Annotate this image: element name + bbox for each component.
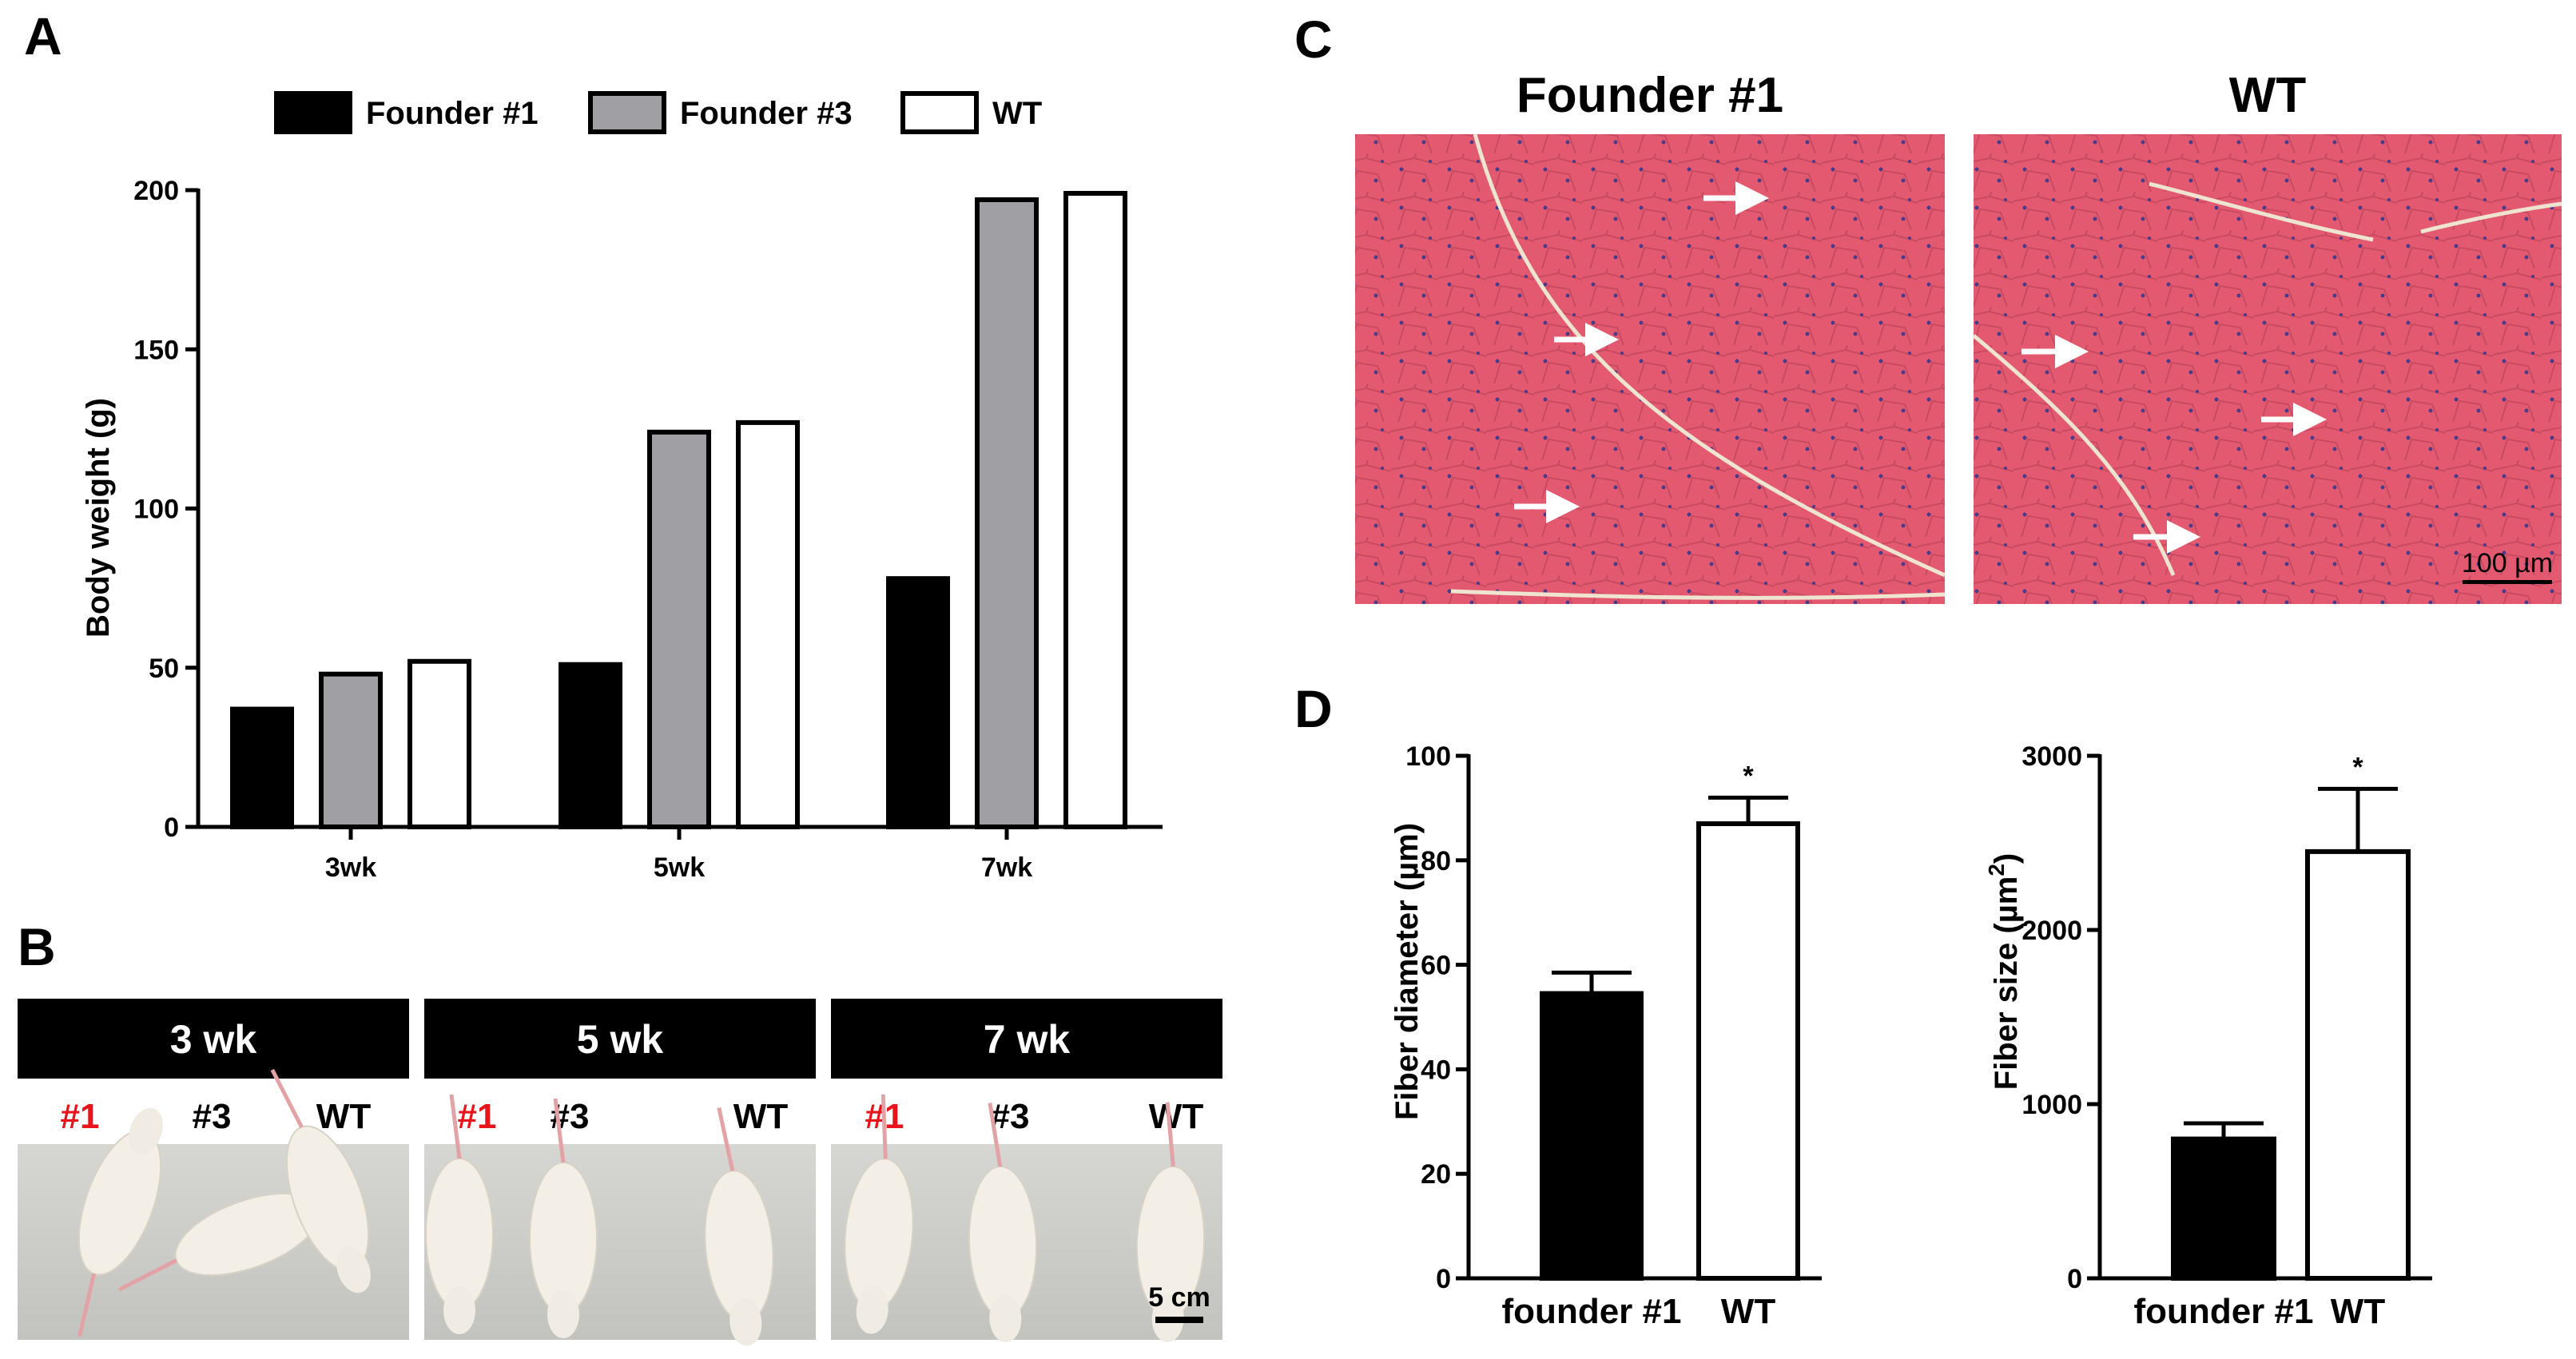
y-tick-label: 150 — [133, 335, 179, 365]
significance-marker: * — [1743, 761, 1754, 791]
y-tick-label: 60 — [1421, 951, 1451, 981]
chart-legend: Founder #1 Founder #3 WT — [274, 91, 1042, 134]
animal-label: WT — [316, 1097, 372, 1136]
connective-tissue-line — [2149, 181, 2374, 242]
histology-title: WT — [2229, 68, 2307, 123]
rat-head — [129, 1107, 163, 1154]
x-tick-label: 3wk — [325, 852, 376, 883]
y-axis-title: Body weight (g) — [81, 398, 116, 638]
chart-bars — [230, 190, 1127, 830]
scale-bar — [2463, 580, 2552, 584]
y-tick-label: 200 — [133, 176, 179, 206]
x-tick-label: founder #1 — [1502, 1292, 1682, 1331]
bar-wt-3wk — [407, 658, 471, 830]
rat-head — [336, 1246, 371, 1293]
bar-wt — [1696, 821, 1800, 1281]
bar-founder-3-5wk — [647, 429, 711, 829]
age-header-label: 7 wk — [984, 1017, 1071, 1062]
x-tick-label: 7wk — [981, 852, 1032, 883]
rat-tail — [270, 1068, 304, 1128]
legend-swatch — [274, 91, 352, 134]
connective-tissue-line — [2420, 201, 2562, 234]
rat-tail — [988, 1103, 1003, 1167]
panel-letter-b: B — [18, 917, 56, 976]
panel-letter-a: A — [24, 6, 62, 66]
rat-head — [443, 1286, 475, 1334]
y-axis-title: Fiber diameter (µm) — [1389, 823, 1425, 1120]
y-tick-label: 0 — [164, 813, 179, 843]
animal-label: #3 — [193, 1097, 232, 1136]
y-tick-label: 80 — [1421, 846, 1451, 876]
histology-panel: Founder #1 WT 100 µm — [1355, 68, 2562, 604]
x-tick-label: 5wk — [654, 852, 705, 883]
founder-1-label: #1 — [458, 1097, 497, 1136]
rat-tail — [717, 1107, 735, 1171]
x-tick-label: founder #1 — [2134, 1292, 2314, 1331]
connective-tissue-line — [1473, 133, 1946, 578]
y-tick-label: 20 — [1421, 1159, 1451, 1190]
animal-label: WT — [733, 1097, 789, 1136]
connective-tissue-line — [1450, 589, 1946, 600]
animal-label: WT — [1149, 1097, 1204, 1136]
bar-wt-5wk — [736, 419, 800, 830]
scale-bar-label: 100 µm — [2462, 548, 2553, 578]
fiber-diameter-chart: Fiber diameter (µm) 0 20 40 60 80 100 founder … — [1389, 741, 1822, 1331]
bar-founder-3-7wk — [975, 197, 1039, 829]
rat-tail — [881, 1094, 888, 1159]
age-header — [831, 999, 1222, 1079]
y-tick-label: 50 — [149, 654, 179, 684]
y-tick-label: 3000 — [2021, 741, 2082, 772]
scale-bar-label: 5 cm — [1148, 1282, 1210, 1313]
histology-title: Founder #1 — [1517, 68, 1783, 123]
bar-founder-1-3wk — [230, 706, 294, 829]
rat-head — [856, 1285, 888, 1334]
bar-wt-7wk — [1063, 190, 1127, 830]
rat-tail — [117, 1258, 177, 1292]
legend-label: Founder #3 — [680, 96, 853, 131]
bar-founder-3-3wk — [319, 671, 383, 829]
legend-label: WT — [992, 96, 1042, 131]
x-tick-label: WT — [2331, 1292, 2386, 1331]
legend-swatch — [900, 91, 979, 134]
panel-letter-c: C — [1294, 10, 1333, 69]
age-header-label: 3 wk — [170, 1017, 257, 1062]
age-header — [18, 999, 409, 1079]
bar-founder-1-5wk — [559, 662, 622, 830]
panel-letter-d: D — [1294, 679, 1333, 738]
y-tick-label: 100 — [1405, 741, 1451, 772]
bar-founder-1-7wk — [886, 576, 950, 829]
fiber-size-chart: Fiber size (µm2) 0 1000 2000 3000 founder #1… — [1984, 741, 2432, 1331]
bar-founder-1 — [1540, 991, 1644, 1281]
y-tick-label: 100 — [133, 495, 179, 525]
bar-wt — [2305, 848, 2411, 1281]
body-weight-chart: Founder #1 Founder #3 WT 0 50 100 150 200 3wk 5w… — [81, 91, 1163, 883]
age-header-label: 5 wk — [577, 1017, 664, 1062]
y-tick-label: 0 — [1436, 1264, 1451, 1294]
rat-head — [989, 1293, 1022, 1342]
rat-tail — [553, 1098, 566, 1163]
rat-head — [729, 1297, 762, 1346]
rat-tail — [78, 1273, 96, 1337]
animal-label: #3 — [991, 1097, 1030, 1136]
rat-head — [547, 1290, 579, 1338]
founder-1-label: #1 — [61, 1097, 100, 1136]
y-tick-label: 1000 — [2021, 1090, 2082, 1120]
rat-tail — [449, 1094, 462, 1159]
rat-tail — [1165, 1102, 1175, 1167]
histology-image — [1974, 134, 2562, 604]
legend-swatch — [588, 91, 666, 134]
y-tick-label: 0 — [2067, 1264, 2082, 1294]
y-tick-label: 40 — [1421, 1055, 1451, 1085]
age-header — [424, 999, 816, 1079]
scale-bar — [1155, 1317, 1203, 1323]
bar-founder-1 — [2171, 1136, 2276, 1281]
significance-marker: * — [2352, 752, 2363, 782]
y-axis-title: Fiber size (µm2) — [1984, 853, 2024, 1090]
y-tick-label: 2000 — [2021, 916, 2082, 946]
legend-label: Founder #1 — [366, 96, 539, 131]
x-tick-label: WT — [1721, 1292, 1776, 1331]
histology-image — [1355, 134, 1945, 604]
